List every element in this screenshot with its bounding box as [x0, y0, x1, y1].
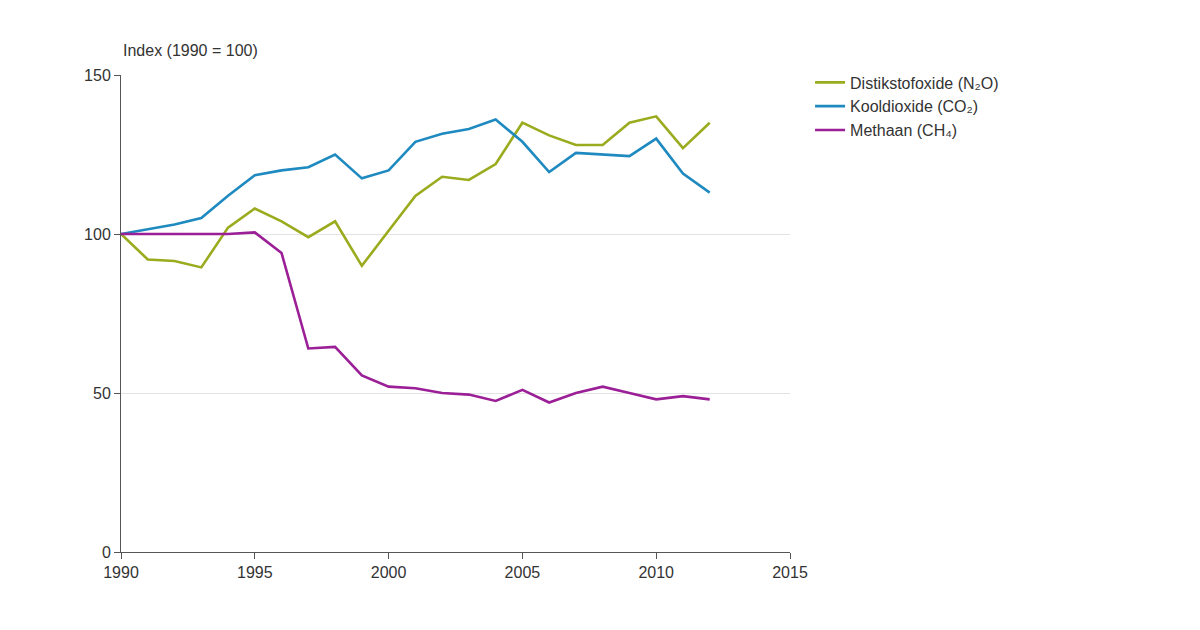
svg-text:Index (1990 = 100): Index (1990 = 100): [123, 42, 258, 59]
svg-text:1990: 1990: [103, 564, 139, 581]
svg-text:2005: 2005: [505, 564, 541, 581]
svg-text:50: 50: [93, 385, 111, 402]
svg-text:Distikstofoxide (N₂O): Distikstofoxide (N₂O): [850, 75, 998, 92]
svg-text:2010: 2010: [638, 564, 674, 581]
svg-text:150: 150: [84, 67, 111, 84]
svg-text:0: 0: [102, 544, 111, 561]
svg-text:Kooldioxide (CO₂): Kooldioxide (CO₂): [850, 98, 978, 115]
svg-text:2000: 2000: [371, 564, 407, 581]
svg-text:Methaan (CH₄): Methaan (CH₄): [850, 122, 957, 139]
svg-text:100: 100: [84, 226, 111, 243]
svg-text:2015: 2015: [772, 564, 808, 581]
svg-text:1995: 1995: [237, 564, 273, 581]
